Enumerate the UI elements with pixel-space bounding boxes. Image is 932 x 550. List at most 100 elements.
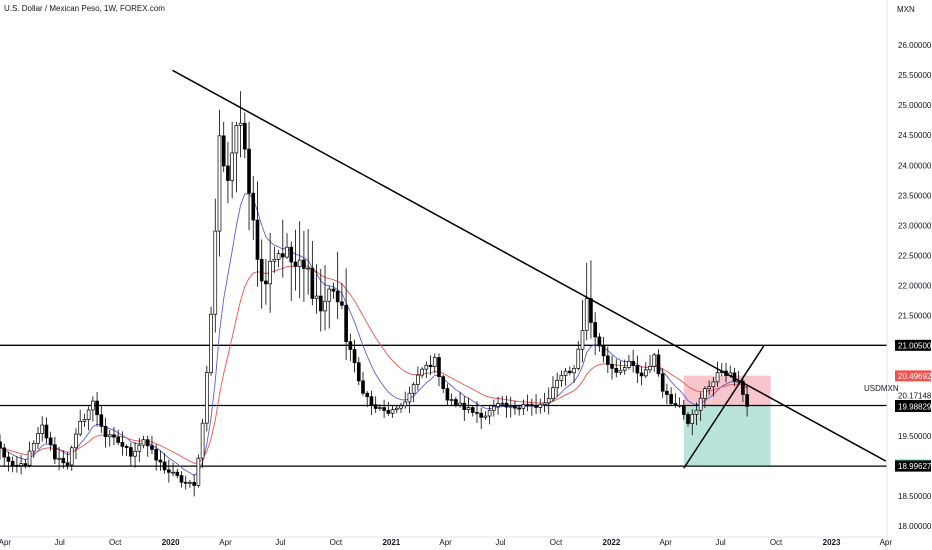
candle-body: [538, 404, 543, 408]
candle-body: [137, 444, 142, 452]
candle-body: [99, 414, 104, 427]
chart-title: U.S. Dollar / Mexican Peso, 1W, FOREX.co…: [4, 4, 165, 13]
candle-body: [141, 439, 146, 446]
price-label-badge: [895, 400, 931, 412]
candle-body: [373, 404, 378, 409]
candle-body: [466, 407, 471, 411]
x-tick-label: Apr: [439, 538, 452, 547]
candle-body: [272, 259, 277, 262]
y-tick-label: 21.50000: [898, 312, 932, 321]
candle-body: [627, 360, 631, 368]
candle-body: [323, 300, 327, 312]
candle-body: [183, 481, 188, 484]
candle-body: [356, 362, 361, 382]
candle-body: [631, 360, 635, 366]
candle-body: [196, 457, 201, 486]
candle-body: [238, 122, 243, 126]
candle-body: [403, 401, 408, 407]
candle-body: [318, 295, 323, 312]
candle-body: [264, 280, 268, 285]
candle-body: [23, 463, 28, 466]
candle-body: [10, 460, 15, 466]
candle-body: [145, 439, 150, 447]
candle-body: [669, 394, 673, 404]
candle-body: [635, 365, 640, 374]
candle-body: [365, 392, 370, 398]
candle-body: [555, 380, 559, 389]
y-tick-label: 25.50000: [898, 71, 932, 80]
candle-body: [610, 364, 614, 369]
candle-body: [293, 261, 298, 267]
candle-body: [82, 419, 87, 422]
candle-body: [107, 434, 112, 438]
candle-body: [369, 396, 374, 406]
y-tick-label: 25.00000: [898, 101, 932, 110]
candle-body: [500, 402, 505, 405]
candle-body: [255, 219, 260, 260]
price-label-badge: [895, 460, 931, 472]
candle-body: [200, 422, 205, 459]
price-label-badge: [895, 339, 931, 351]
candle-body: [171, 471, 175, 474]
candle-body: [407, 392, 412, 403]
candle-body: [525, 404, 530, 406]
candle-body: [745, 394, 749, 407]
y-tick-label: 23.00000: [898, 221, 932, 230]
candle-body: [741, 380, 745, 395]
candle-body: [449, 399, 454, 401]
candle-body: [74, 433, 78, 449]
candle-body: [19, 463, 23, 466]
candle-body: [572, 368, 576, 374]
candle-body: [0, 441, 2, 449]
candle-body: [31, 442, 36, 452]
candle-body: [154, 449, 159, 461]
candle-body: [601, 345, 606, 357]
candle-body: [175, 471, 180, 476]
candle-body: [289, 246, 294, 263]
x-tick-label: Oct: [109, 538, 122, 547]
candle-body: [331, 288, 336, 292]
candle-body: [614, 368, 619, 373]
candle-body: [91, 400, 95, 411]
candle-body: [217, 135, 222, 232]
y-tick-label: 26.00000: [898, 41, 932, 50]
candle-body: [483, 415, 488, 418]
candle-body: [27, 450, 32, 466]
y-tick-label: 22.50000: [898, 251, 932, 260]
y-tick-label: 19.50000: [898, 432, 932, 441]
candle-body: [188, 482, 192, 484]
candle-body: [707, 386, 711, 390]
x-tick-label: Apr: [880, 538, 893, 547]
candle-body: [251, 192, 256, 221]
price-label-text: 19.98829: [898, 402, 932, 411]
candle-body: [247, 148, 251, 194]
candle-body: [686, 414, 690, 424]
candle-body: [673, 403, 678, 406]
candle-body: [352, 349, 357, 364]
candle-body: [475, 412, 479, 414]
candle-body: [116, 436, 121, 443]
candle-body: [297, 259, 302, 267]
candle-body: [584, 298, 589, 331]
candle-body: [445, 388, 450, 401]
price-label-badge: [895, 370, 931, 382]
candle-body: [150, 445, 154, 450]
x-tick-label: 2022: [603, 538, 621, 547]
candle-body: [660, 373, 665, 392]
candle-body: [517, 407, 522, 410]
candle-body: [78, 420, 83, 435]
candle-body: [715, 372, 720, 383]
ema-slow-line: [0, 265, 748, 464]
x-tick-label: Jul: [55, 538, 65, 547]
candle-body: [551, 387, 555, 399]
candle-body: [479, 412, 484, 418]
currency-unit: MXN: [897, 5, 915, 14]
y-tick-label: 18.00000: [898, 522, 932, 531]
candle-body: [6, 456, 11, 462]
candle-body: [508, 405, 513, 408]
candle-body: [124, 445, 129, 448]
ema-fast-line: [0, 193, 748, 476]
candle-body: [394, 407, 399, 410]
candle-body: [458, 402, 462, 406]
